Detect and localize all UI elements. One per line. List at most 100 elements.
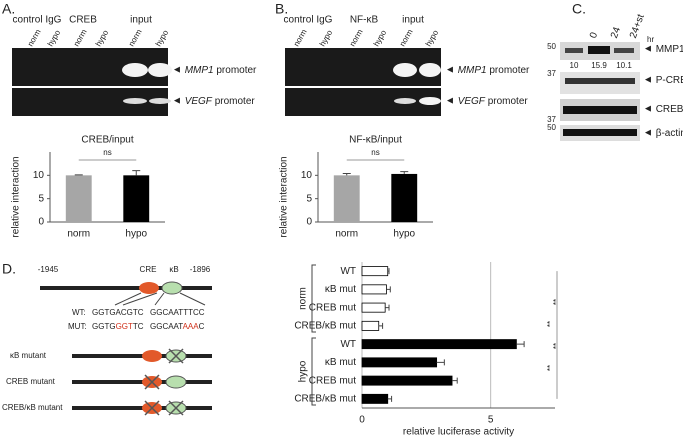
- sequence: GGCAATTTCC: [150, 308, 205, 317]
- group-label: input: [130, 15, 152, 26]
- error-bar: [132, 170, 141, 176]
- group-label: input: [402, 15, 424, 26]
- x-tick-label: hypo: [393, 229, 415, 240]
- mutant-label: CREB mutant: [6, 377, 56, 386]
- y-tick-label: κB mut: [325, 284, 356, 295]
- x-tick-label: 5: [488, 415, 494, 426]
- band: [588, 46, 610, 54]
- sequence: GGTGGGTTC: [92, 322, 144, 331]
- group-label: NF-κB: [350, 15, 379, 26]
- sequence: GGCAATAAAC: [150, 322, 205, 331]
- lane-label: norm: [348, 27, 365, 48]
- marker: 37: [547, 69, 556, 78]
- seq-label: WT:: [72, 308, 86, 317]
- x-tick-label: 0: [359, 415, 365, 426]
- band: [148, 63, 172, 77]
- panel-label: B.: [275, 1, 288, 17]
- bar: [361, 302, 386, 313]
- seq-label: MUT:: [68, 322, 87, 331]
- y-tick-label: 10: [33, 170, 45, 181]
- bar: [361, 339, 517, 350]
- lane-label: 24+st: [628, 13, 647, 40]
- annotation: ns: [371, 148, 379, 157]
- y-tick-label: κB mut: [325, 357, 356, 368]
- band: [614, 48, 634, 53]
- band-label: ◄ VEGF promoter: [172, 96, 255, 107]
- kb-site: [165, 375, 187, 389]
- lane-label: norm: [26, 27, 43, 48]
- significance: **: [546, 365, 555, 371]
- y-tick-label: CREB/κB mut: [294, 321, 356, 332]
- lane-label: hypo: [424, 28, 441, 48]
- group-label: control IgG: [284, 15, 333, 26]
- x-tick-label: hypo: [125, 229, 147, 240]
- bar: [391, 173, 418, 222]
- error-bar: [516, 341, 525, 348]
- band: [565, 48, 583, 53]
- band: [149, 98, 171, 104]
- band-label: ◄ β-actin: [643, 128, 683, 139]
- chart-title: CREB/input: [81, 135, 133, 146]
- y-tick-label: WT: [340, 266, 356, 277]
- band-label: ◄ MMP1 promoter: [172, 65, 257, 76]
- group-label: hypo: [298, 360, 309, 382]
- band: [563, 129, 637, 136]
- error-bar: [387, 395, 393, 402]
- bar: [65, 175, 92, 222]
- lane-label: hypo: [46, 28, 63, 48]
- band: [419, 63, 441, 77]
- panel-label: D.: [2, 261, 16, 277]
- error-bar: [378, 322, 384, 329]
- error-bar: [342, 172, 351, 176]
- band: [123, 98, 147, 104]
- site-label: κB: [169, 265, 178, 274]
- bar: [361, 375, 453, 386]
- x-tick-label: norm: [67, 229, 90, 240]
- band: [394, 98, 416, 104]
- y-tick-label: 10: [301, 170, 313, 181]
- y-tick-label: CREB/κB mut: [294, 394, 356, 405]
- error-bar: [387, 268, 390, 275]
- band-label: ◄ CREB: [643, 104, 683, 115]
- marker: 50: [547, 123, 556, 132]
- site-label: CRE: [140, 265, 157, 274]
- band-label: ◄ VEGF promoter: [445, 96, 528, 107]
- band: [393, 63, 417, 77]
- panel-label: C.: [572, 1, 586, 17]
- x-axis-label: relative luciferase activity: [403, 427, 514, 438]
- y-tick-label: 5: [306, 193, 312, 204]
- significance: **: [546, 321, 555, 327]
- sequence: GGTGACGTC: [92, 308, 144, 317]
- bar: [361, 284, 387, 295]
- lane-label: hypo: [318, 28, 335, 48]
- cre-site: [142, 350, 162, 362]
- kb-site: [161, 281, 183, 295]
- band: [563, 106, 637, 114]
- error-bar: [400, 171, 409, 174]
- error-bar: [436, 359, 445, 366]
- position: -1896: [190, 265, 211, 274]
- mutation-x: [168, 348, 184, 364]
- bar: [361, 266, 389, 277]
- position: -1945: [38, 265, 59, 274]
- lane-labels: norm hypo norm hypo norm hypo: [26, 27, 171, 48]
- group-bracket: [311, 337, 316, 406]
- error-bar: [385, 304, 390, 311]
- group-label: CREB: [69, 15, 97, 26]
- marker: 50: [547, 42, 556, 51]
- band-label: ◄ MMP1 promoter: [445, 65, 530, 76]
- lane-label: 24: [609, 25, 623, 40]
- lane-label: norm: [127, 27, 144, 48]
- quant: 10.1: [616, 61, 632, 70]
- mutant-label: CREB/κB mutant: [2, 403, 63, 412]
- bar: [361, 357, 438, 368]
- mutation-x: [144, 400, 184, 416]
- bar: [361, 320, 380, 331]
- y-tick-label: WT: [340, 339, 356, 350]
- significance: **: [552, 299, 561, 305]
- lane-label: 0: [588, 31, 600, 40]
- y-axis-label: relative interaction: [279, 156, 290, 237]
- annotation: ns: [103, 148, 111, 157]
- error-bar: [452, 377, 458, 384]
